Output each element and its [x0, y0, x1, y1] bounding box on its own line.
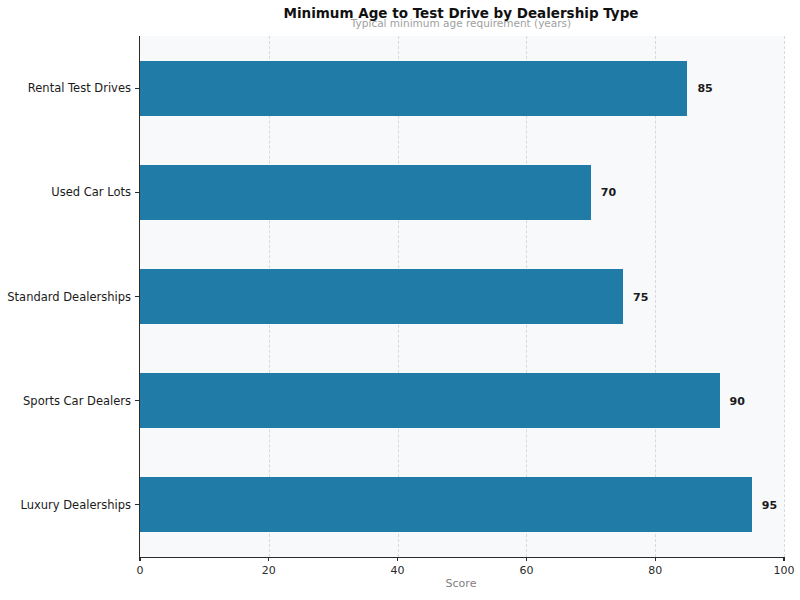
y-tick-mark [135, 296, 139, 297]
bar [140, 165, 591, 220]
chart-title: Minimum Age to Test Drive by Dealership … [139, 5, 783, 21]
x-tick-label: 0 [137, 564, 144, 577]
x-tick-mark [397, 557, 398, 561]
x-tick-label: 60 [519, 564, 533, 577]
x-tick-label: 80 [648, 564, 662, 577]
bar-value-label: 90 [730, 394, 745, 407]
bar [140, 61, 687, 116]
x-axis-label: Score [139, 577, 783, 590]
x-tick-label: 20 [262, 564, 276, 577]
category-label: Rental Test Drives [28, 81, 131, 95]
bar-value-label: 75 [633, 290, 648, 303]
bar-value-label: 70 [601, 186, 616, 199]
gridline [784, 36, 785, 557]
x-tick-mark [655, 557, 656, 561]
x-tick-mark [783, 557, 784, 561]
y-tick-mark [135, 88, 139, 89]
bar [140, 269, 623, 324]
bar [140, 477, 752, 532]
plot-area: 02040608010085Rental Test Drives70Used C… [139, 36, 784, 558]
category-label: Luxury Dealerships [20, 498, 131, 512]
x-tick-mark [268, 557, 269, 561]
bar-value-label: 85 [697, 82, 712, 95]
category-label: Sports Car Dealers [23, 394, 131, 408]
category-label: Used Car Lots [51, 185, 131, 199]
x-tick-label: 40 [391, 564, 405, 577]
y-tick-mark [135, 400, 139, 401]
x-tick-label: 100 [774, 564, 795, 577]
bar-value-label: 95 [762, 498, 777, 511]
bar-chart-figure: Typical minimum age requirement (years) … [0, 0, 800, 600]
y-tick-mark [135, 504, 139, 505]
y-tick-mark [135, 192, 139, 193]
x-tick-mark [139, 557, 140, 561]
category-label: Standard Dealerships [7, 290, 131, 304]
bar [140, 373, 720, 428]
x-tick-mark [526, 557, 527, 561]
